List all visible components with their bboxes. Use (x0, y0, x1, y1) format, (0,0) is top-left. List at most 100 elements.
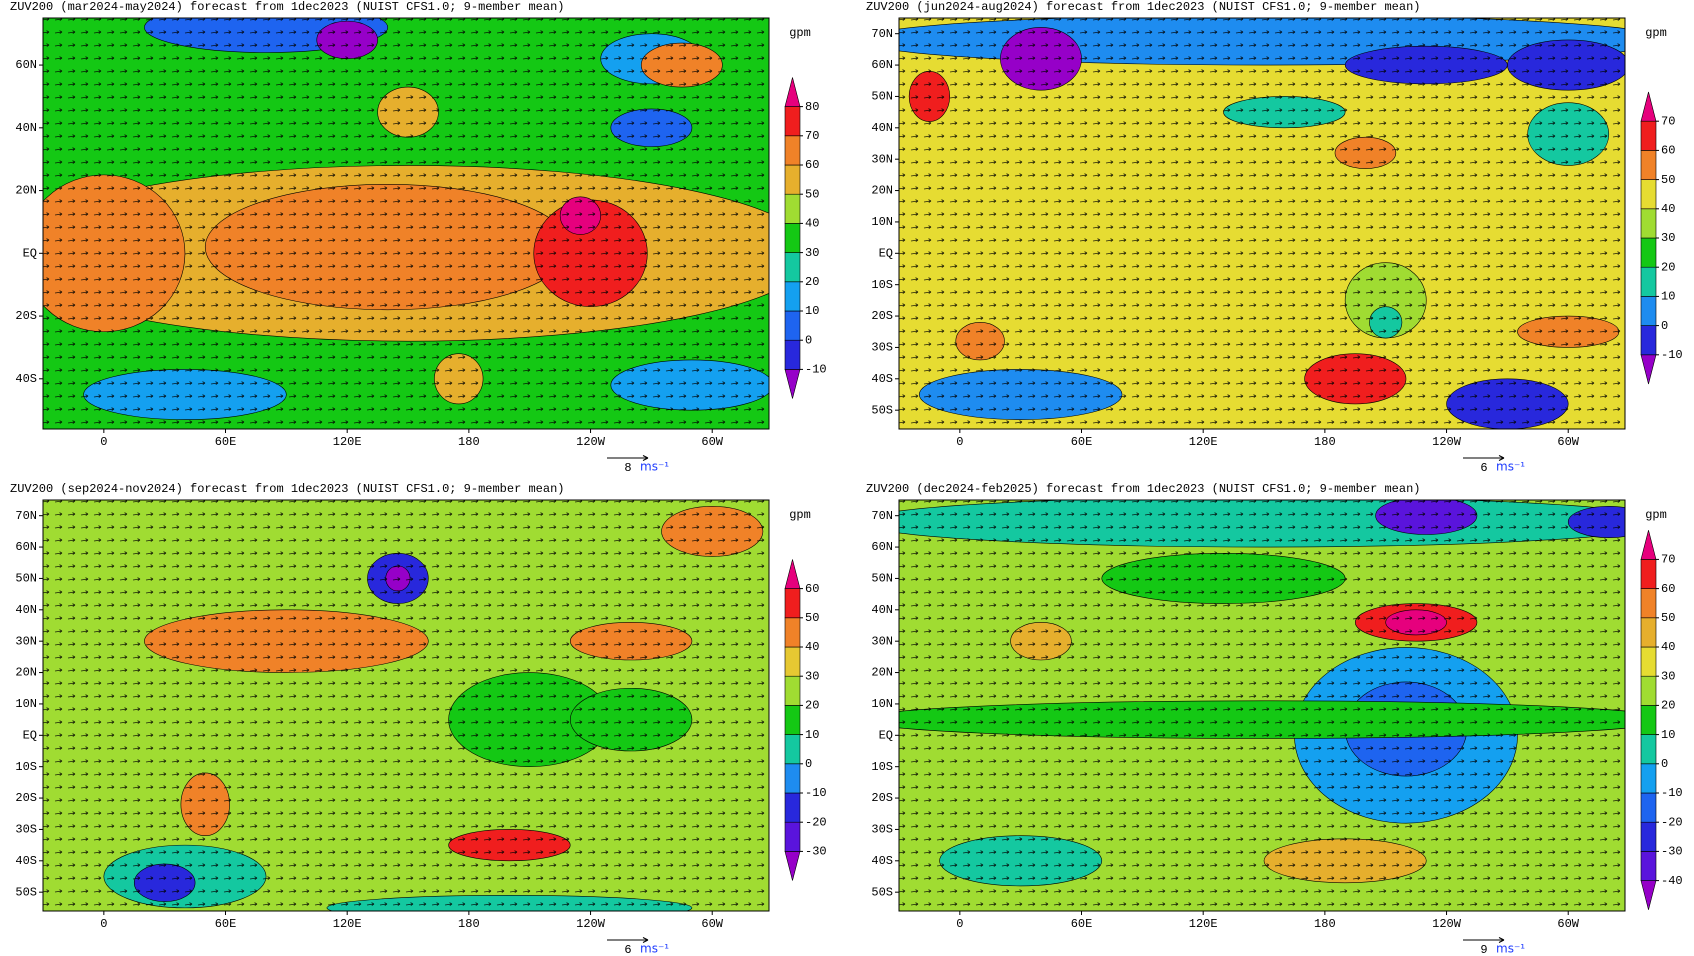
contour-field (43, 18, 769, 429)
colorbar-segment (1640, 821, 1657, 852)
colorbar-tick-label: 60 (1661, 582, 1675, 596)
colorbar-segment (1640, 237, 1657, 268)
colorbar-segment (784, 792, 801, 823)
colorbar-tick-label: 10 (1661, 728, 1675, 742)
colorbar-tick-label: 40 (805, 640, 819, 654)
map-panel: ZUV200 (sep2024-nov2024) forecast from 1… (10, 482, 827, 956)
colorbar-tick-label: 0 (1661, 319, 1668, 333)
lon-tick-label: 0 (100, 917, 107, 931)
lat-tick-label: 70N (871, 509, 893, 523)
vector-reference-head (1498, 937, 1505, 943)
colorbar-tick-label: 80 (805, 100, 819, 114)
lon-tick-label: 60E (1071, 917, 1093, 931)
lat-tick-label: 60N (15, 58, 37, 72)
colorbar-tick-label: 40 (1661, 640, 1675, 654)
colorbar-tick-label: -10 (805, 786, 827, 800)
wind-vectors (43, 500, 769, 911)
colorbar-segment (784, 164, 801, 195)
lat-tick-label: EQ (879, 728, 893, 742)
colorbar-segment (1640, 559, 1657, 589)
lat-tick-label: 40S (15, 372, 37, 386)
colorbar-tick-label: -10 (1661, 348, 1683, 362)
lat-tick-label: 10S (871, 760, 893, 774)
colorbar-segment (1640, 266, 1657, 297)
lat-tick-label: 50S (15, 885, 37, 899)
panel-title: ZUV200 (jun2024-aug2024) forecast from 1… (866, 0, 1421, 14)
map-frame (42, 499, 770, 912)
lat-tick-label: 40N (871, 121, 893, 135)
lon-tick-label: 60W (701, 917, 723, 931)
lat-tick-label: EQ (23, 728, 37, 742)
colorbar-units: gpm (789, 508, 811, 522)
colorbar-tick-label: 10 (805, 304, 819, 318)
colorbar-tick-label: 40 (1661, 202, 1675, 216)
lon-tick-label: 60W (1557, 435, 1579, 449)
vector-unit: ms⁻¹ (640, 460, 669, 474)
lon-tick-label: 60E (215, 917, 237, 931)
colorbar-end (1640, 354, 1657, 385)
wind-vectors (43, 18, 769, 429)
colorbar-tick-label: 70 (805, 129, 819, 143)
colorbar-tick-label: -10 (1661, 786, 1683, 800)
vector-scale: 6 (624, 943, 631, 956)
lon-tick-label: 120W (1432, 917, 1462, 931)
colorbar-units: gpm (1645, 26, 1667, 40)
lon-tick-label: 0 (956, 917, 963, 931)
map-panel: ZUV200 (mar2024-may2024) forecast from 1… (10, 0, 827, 475)
colorbar-tick-label: -30 (805, 845, 827, 859)
colorbar-segment (784, 339, 801, 370)
vector-reference-head (642, 455, 649, 461)
lat-tick-label: 10N (15, 697, 37, 711)
lon-tick-label: 60W (701, 435, 723, 449)
wind-vectors (899, 18, 1625, 429)
vector-scale: 6 (1480, 461, 1487, 475)
map-frame (42, 17, 770, 430)
colorbar-segment (784, 821, 801, 852)
colorbar-tick-label: 70 (1661, 553, 1675, 567)
wind-vectors (899, 500, 1625, 911)
lat-tick-label: 20S (871, 791, 893, 805)
lat-tick-label: 10S (871, 278, 893, 292)
colorbar-segment (1640, 179, 1657, 210)
lon-tick-label: 60E (1071, 435, 1093, 449)
lat-tick-label: 10N (871, 697, 893, 711)
lat-tick-label: 40S (871, 372, 893, 386)
lat-tick-label: 70N (871, 27, 893, 41)
lat-tick-label: 60N (871, 540, 893, 554)
colorbar-end (1640, 91, 1657, 122)
contour-field (899, 18, 1625, 429)
panel-title: ZUV200 (sep2024-nov2024) forecast from 1… (10, 482, 565, 496)
lat-tick-label: 20N (15, 666, 37, 680)
map-frame (898, 17, 1626, 430)
colorbar-end (784, 369, 801, 399)
map-frame (898, 499, 1626, 912)
lat-tick-label: 20S (15, 791, 37, 805)
lon-tick-label: 180 (458, 917, 480, 931)
lat-tick-label: 10N (871, 215, 893, 229)
colorbar-tick-label: 30 (805, 246, 819, 260)
vector-reference-head (642, 937, 649, 943)
colorbar-segment (784, 734, 801, 765)
colorbar-segment (1640, 296, 1657, 326)
colorbar-tick-label: 50 (805, 611, 819, 625)
colorbar-tick-label: -20 (1661, 815, 1683, 829)
lon-tick-label: 180 (1314, 917, 1336, 931)
colorbar-tick-label: 0 (1661, 757, 1668, 771)
lat-tick-label: 20N (871, 666, 893, 680)
colorbar-tick-label: -40 (1661, 874, 1683, 888)
lat-tick-label: 20N (871, 184, 893, 198)
lat-tick-label: 60N (871, 58, 893, 72)
map-panel: ZUV200 (jun2024-aug2024) forecast from 1… (866, 0, 1683, 475)
lat-tick-label: 30S (15, 823, 37, 837)
lon-tick-label: 120E (1189, 435, 1218, 449)
lat-tick-label: 50S (871, 885, 893, 899)
colorbar-segment (784, 193, 801, 224)
lat-tick-label: 40S (871, 854, 893, 868)
colorbar-tick-label: 30 (1661, 669, 1675, 683)
vector-scale: 8 (624, 461, 631, 475)
colorbar-segment (1640, 588, 1657, 619)
map-panel: ZUV200 (dec2024-feb2025) forecast from 1… (866, 482, 1683, 956)
colorbar-segment (1640, 208, 1657, 239)
lon-tick-label: 120W (576, 917, 606, 931)
colorbar-segment (784, 135, 801, 166)
